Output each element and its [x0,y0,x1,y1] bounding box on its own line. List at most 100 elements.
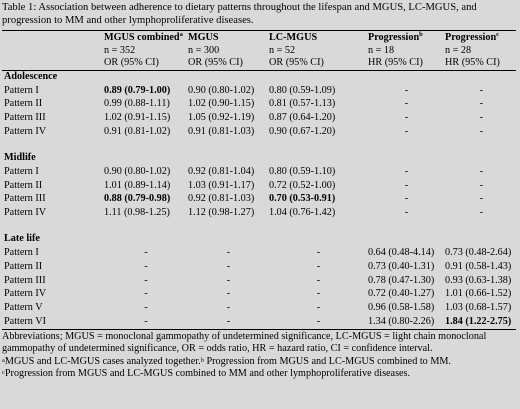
table-footnotes: Abbreviations; MGUS = monoclonal gammopa… [2,331,516,380]
table-cell: - [226,301,231,313]
footnote-abbreviations: Abbreviations; MGUS = monoclonal gammopa… [2,331,487,355]
table-cell: 0.91 (0.81-1.02) [104,125,171,137]
footnote-a-b: aMGUS and LC-MGUS cases analyzed togethe… [2,356,516,368]
table-cell: 0.80 (0.59-1.10) [269,165,336,177]
column-header-footnote-mark: b [419,31,423,39]
table-row: Pattern IV 0.91 (0.81-1.02) 0.91 (0.81-1.0… [2,125,518,139]
table-cell: - [404,84,409,96]
section-spacer [2,138,518,150]
table-cell: - [404,125,409,137]
table-cell: 0.87 (0.64-1.20) [269,112,336,124]
table-cell: - [479,193,484,205]
table-cell: 0.72 (0.40-1.27) [368,288,435,300]
section-title: Late life [4,233,40,245]
table-row: Pattern IV 1.11 (0.98-1.25) 1.12 (0.98-1.2… [2,206,518,220]
table-cell: 1.03 (0.91-1.17) [188,179,255,191]
column-header: LC-MGUS [269,31,368,45]
column-header-label: MGUS combined [104,32,180,44]
table-cell: 1.11 (0.98-1.25) [104,207,170,219]
table-cell: - [144,315,148,327]
column-n: n = 18 [368,45,395,57]
table-cell: - [404,207,409,219]
column-header-label: LC-MGUS [269,32,318,44]
column-header: Progressionb [368,31,445,45]
column-n: n = 28 [445,45,472,57]
table-cell: - [479,112,484,124]
table-cell: - [404,98,409,110]
table-cell: - [404,112,409,124]
table-cell: - [479,179,484,191]
table-cell: - [226,315,231,327]
footnote-a-mark: a [2,356,5,364]
column-header: MGUS [188,31,269,45]
top-rule [2,30,516,31]
footnote-c-text: Progression from MGUS and LC-MGUS combin… [4,367,411,379]
table-cell: - [144,301,148,313]
table-cell: 0.99 (0.88-1.11) [104,98,170,110]
table-row: Pattern I 0.90 (0.80-1.02) 0.92 (0.81-1.04… [2,165,518,179]
header-row-stat: OR (95% CI) OR (95% CI) OR (95% CI) HR (95%… [2,57,518,69]
column-header-label: Progression [368,32,420,44]
table-cell: - [144,274,148,286]
header-row-n: n = 352 n = 300 n = 52 n = 18 n = 28 [2,45,518,57]
table-cell: 0.89 (0.79-1.00) [104,84,171,96]
section-title: Adolescence [4,70,58,82]
table-cell: 1.34 (0.80-2.26) [368,315,435,327]
table-cell: - [404,193,409,205]
table-row: Pattern III - - - 0.78 (0.47-1.30) 0.93 (0.63… [2,273,518,287]
footnote-c: cProgression from MGUS and LC-MGUS combi… [2,368,516,380]
table-cell: - [479,125,484,137]
row-label: Pattern III [4,193,46,205]
section-heading-row: Adolescence [2,69,518,84]
table-cell: 0.90 (0.80-1.02) [104,165,171,177]
footnote-b-text: Progression from MGUS and LC-MGUS combin… [203,355,451,367]
table-row: Pattern III 1.02 (0.91-1.15) 1.05 (0.92-1.… [2,111,518,125]
table-cell: 0.90 (0.67-1.20) [269,125,336,137]
column-stat: OR (95% CI) [188,57,243,69]
table-cell: 0.81 (0.57-1.13) [269,98,336,110]
table-cell: 0.91 (0.58-1.43) [445,260,512,272]
footnote-a-text: MGUS and LC-MGUS cases analyzed together… [4,355,201,367]
table-cell: 1.03 (0.68-1.57) [445,301,512,313]
column-header: Progressionc [445,31,518,45]
table-cell: - [226,288,231,300]
table-cell: 0.88 (0.79-0.98) [104,193,171,205]
row-label: Pattern II [4,260,43,272]
table-cell: - [316,315,321,327]
table-row: Pattern II 1.01 (0.89-1.14) 1.03 (0.91-1.1… [2,178,518,192]
table-cell: - [316,260,321,272]
table-cell: - [144,260,148,272]
row-label: Pattern III [4,112,46,124]
table-row: Pattern VI - - - 1.34 (0.80-2.26) 1.84 (1.22-… [2,314,518,328]
section-title: Midlife [4,151,36,163]
section-heading-row: Midlife [2,150,518,165]
row-label: Pattern IV [4,207,47,219]
row-label: Pattern II [4,179,43,191]
table-cell: 1.84 (1.22-2.75) [445,315,512,327]
table-cell: 0.91 (0.81-1.03) [188,125,255,137]
table-cell: 1.02 (0.91-1.15) [104,112,171,124]
table-cell: 0.73 (0.48-2.64) [445,247,512,259]
table-row: Pattern I - - - 0.64 (0.48-4.14) 0.73 (0.48-2… [2,246,518,260]
table-row: Pattern II 0.99 (0.88-1.11) 1.02 (0.90-1.1… [2,97,518,111]
column-stat: HR (95% CI) [445,57,500,69]
table-cell: - [479,98,484,110]
table-cell: - [316,247,321,259]
row-label: Pattern II [4,98,43,110]
table-cell: - [316,288,321,300]
section-spacer [2,220,518,232]
table-cell: 1.01 (0.89-1.14) [104,179,171,191]
header-corner [2,57,104,69]
table-cell: 1.05 (0.92-1.19) [188,112,255,124]
table-cell: - [404,179,409,191]
column-header-label: Progression [445,32,497,44]
table-cell: 1.01 (0.66-1.52) [445,288,512,300]
table-cell: 0.72 (0.52-1.00) [269,179,336,191]
table-caption: Table 1: Association between adherence t… [2,2,477,26]
row-label: Pattern III [4,274,46,286]
row-label: Pattern IV [4,125,47,137]
header-rule [2,70,516,71]
table-cell: 0.70 (0.53-0.91) [269,193,336,205]
header-corner [2,45,104,57]
table-cell: - [404,165,409,177]
